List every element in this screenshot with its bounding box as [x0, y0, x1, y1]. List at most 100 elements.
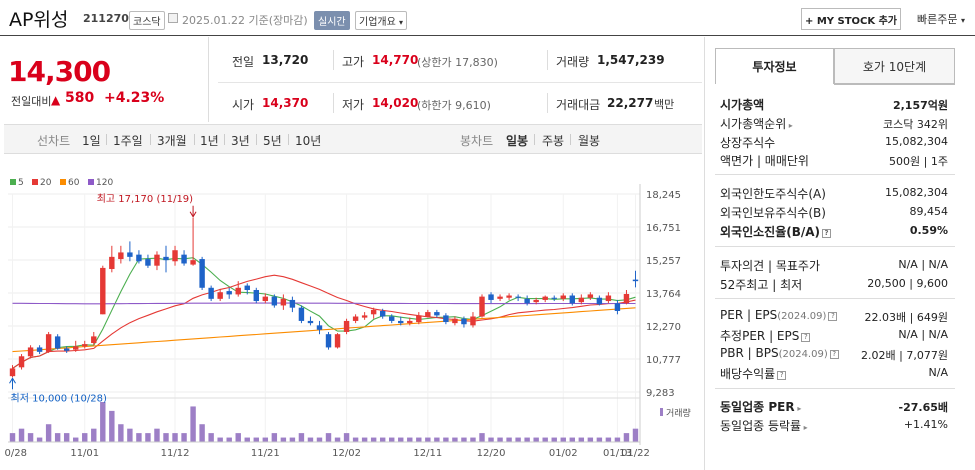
chevron-right-icon: ▸ — [786, 121, 793, 130]
div-label: 배당수익률 — [720, 367, 776, 381]
pbr-date: (2024.09) — [778, 349, 828, 360]
volume-bar — [596, 437, 603, 442]
sector-rate-value: +1.41% — [903, 418, 948, 431]
foreign-ratio-label: 외국인소진율(B/A) — [720, 225, 821, 239]
divider — [194, 134, 195, 145]
candle-body — [226, 291, 232, 295]
candle-weekly[interactable]: 주봉 — [542, 134, 565, 148]
candle-body — [569, 295, 575, 304]
candle-body — [199, 259, 205, 288]
help-icon[interactable]: ? — [801, 333, 811, 342]
volume-bar — [289, 437, 296, 442]
period-10y[interactable]: 10년 — [295, 134, 322, 148]
legend-swatch-5 — [10, 179, 16, 185]
tab-order-book[interactable]: 호가 10단계 — [834, 48, 955, 84]
candle-body — [172, 250, 178, 262]
divider — [224, 134, 225, 145]
period-1d[interactable]: 1일 — [82, 134, 101, 148]
week52-high-label: 52주최고 — [720, 278, 769, 292]
chart-annotations: 최고 17,170 (11/19) 최저 10,000 (10/28) — [9, 193, 197, 404]
volume-bar — [605, 437, 612, 442]
tab-investment-info[interactable]: 투자정보 — [715, 48, 834, 84]
legend-swatch-20 — [32, 179, 38, 185]
candles — [9, 217, 639, 378]
x-tick-label: 10/28 — [4, 448, 27, 459]
x-tick-label: 01/13 — [603, 448, 632, 459]
period-3m[interactable]: 3개월 — [157, 134, 187, 148]
bps-label: BPS — [755, 346, 779, 360]
realtime-button[interactable]: 실시간 — [314, 11, 350, 30]
candle-body — [623, 293, 630, 304]
chevron-down-icon: ▾ — [960, 16, 965, 25]
volume-bar — [569, 437, 575, 442]
candle-body — [551, 297, 557, 299]
volume-bar — [9, 433, 16, 442]
candle-body — [289, 299, 296, 308]
sector-per-label: 동일업종 PER — [720, 400, 795, 414]
volume-bar — [524, 437, 530, 442]
ma120-line — [12, 302, 636, 305]
candle-body — [190, 260, 196, 265]
volume-bar — [226, 437, 232, 442]
div-row: 배당수익률? — [720, 365, 787, 382]
div-value: N/A — [928, 366, 948, 379]
help-icon[interactable]: ? — [822, 229, 832, 238]
period-5y[interactable]: 5년 — [263, 134, 282, 148]
volume-bar — [118, 424, 124, 442]
divider — [715, 388, 955, 389]
amount-label: 거래대금 — [556, 98, 601, 112]
legend-label-20: 20 — [40, 178, 52, 188]
volume-bars — [9, 402, 639, 442]
divider — [333, 93, 334, 113]
volume-bar — [54, 433, 61, 442]
volume-bar — [623, 433, 630, 442]
foreign-limit-value: 15,082,304 — [885, 186, 948, 199]
volume-bar — [73, 437, 79, 442]
up-arrow-icon: ▲ — [51, 93, 61, 107]
volume-bar — [551, 437, 557, 442]
y-tick-label: 18,245 — [646, 190, 681, 201]
chevron-right-icon: ▸ — [794, 404, 802, 413]
candle-body — [307, 320, 314, 324]
help-icon[interactable]: ? — [829, 350, 839, 359]
foreign-ratio-row: 외국인소진율(B/A)? — [720, 223, 832, 240]
candle-daily[interactable]: 일봉 — [506, 134, 529, 148]
candle-body — [587, 294, 594, 298]
add-mystock-button[interactable]: + MY STOCK 추가 — [801, 8, 901, 30]
unit-label: 매매단위 — [764, 154, 809, 168]
quick-order-button[interactable]: 빠른주문 ▾ — [917, 11, 965, 27]
market-cap-rank-value: 코스닥 342위 — [883, 118, 948, 131]
divider — [570, 134, 571, 145]
volume-bar — [370, 437, 377, 442]
shares-label: 상장주식수 — [720, 136, 776, 150]
week52-low-label: 최저 — [780, 278, 803, 292]
divider — [208, 37, 209, 122]
candle-body — [488, 294, 494, 300]
help-icon[interactable]: ? — [777, 371, 787, 380]
candle-body — [416, 315, 422, 323]
candle-body — [253, 289, 259, 302]
period-1w[interactable]: 1주일 — [113, 134, 143, 148]
est-per-label: 추정PER — [720, 329, 766, 343]
period-3y[interactable]: 3년 — [231, 134, 250, 148]
base-date: 2025.01.22 기준(장마감) — [182, 14, 308, 27]
volume-bar — [27, 433, 34, 442]
pbr-row: PBR | BPS(2024.09)? — [720, 346, 839, 360]
volume-bar — [488, 437, 494, 442]
volume-bar — [280, 437, 287, 442]
candle-body — [325, 334, 332, 348]
candle-body — [443, 315, 449, 323]
period-1y[interactable]: 1년 — [200, 134, 219, 148]
company-overview-button[interactable]: 기업개요 ▾ — [355, 11, 408, 30]
week52-low: 9,600 — [916, 277, 949, 290]
x-tick-label: 11/01 — [70, 448, 99, 459]
week52-value-row: 20,500 | 9,600 — [867, 277, 948, 290]
unit-value: 1주 — [930, 155, 948, 168]
stock-chart[interactable]: 5 20 60 120 18,24516,75115,25713,76412,2701… — [4, 170, 702, 470]
divider — [547, 93, 548, 113]
prev-close-label: 전일 — [232, 55, 255, 69]
help-icon[interactable]: ? — [828, 312, 838, 321]
candle-monthly[interactable]: 월봉 — [578, 134, 601, 148]
candle-body — [235, 287, 241, 295]
candle-body — [271, 296, 278, 306]
